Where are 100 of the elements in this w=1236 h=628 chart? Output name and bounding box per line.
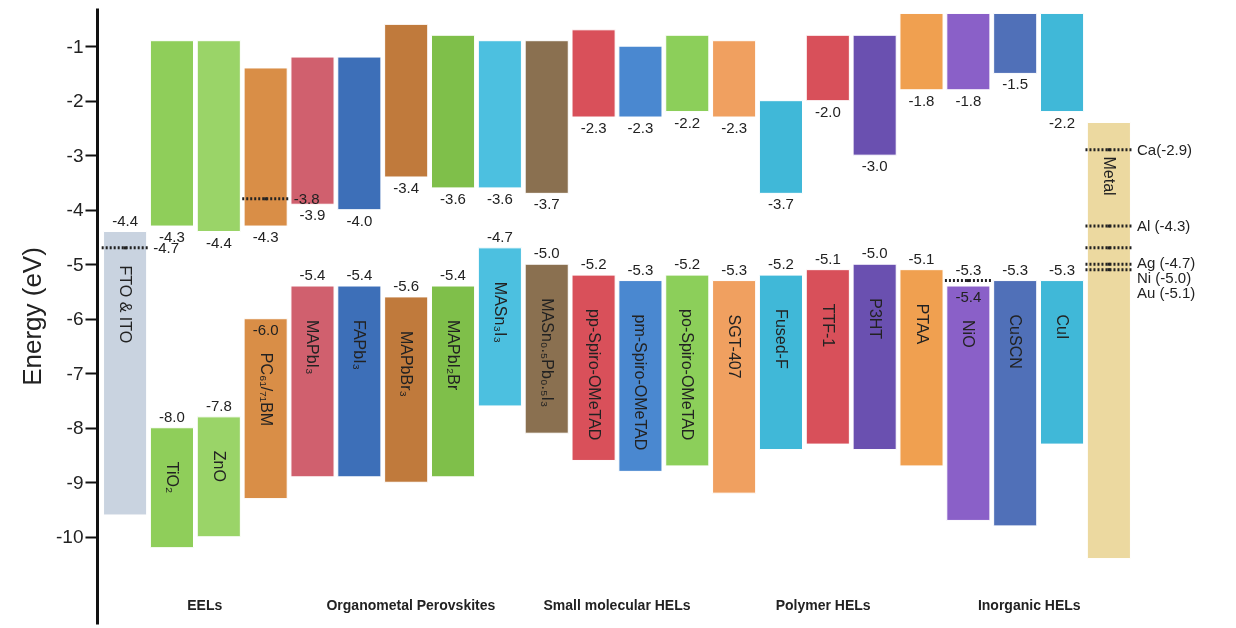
- annotation: -4.4: [205, 233, 232, 251]
- y-axis-title: Energy (eV): [17, 247, 48, 386]
- x-tick-label: MASn₀.₅Pb₀.₅I₃: [538, 298, 556, 408]
- annotation: -2.3: [627, 119, 654, 137]
- annotation: -2.0: [814, 102, 841, 120]
- bar: [571, 274, 616, 461]
- x-tick-label: MAPbI₂Br: [445, 320, 463, 391]
- y-tick-label: -9: [66, 471, 84, 493]
- bar: [243, 67, 288, 227]
- annotation: -6.0: [252, 320, 279, 338]
- x-tick-label: TiO₂: [163, 461, 181, 494]
- x-tick-label: NiO: [960, 320, 978, 348]
- y-tick-label: -7: [66, 362, 84, 384]
- x-tick-label: CuSCN: [1007, 314, 1025, 369]
- bar: [337, 56, 382, 211]
- y-tick-label: -5: [66, 253, 84, 275]
- y-tick-label: -10: [56, 526, 84, 548]
- bar: [1040, 280, 1085, 445]
- x-tick-label: PTAA: [913, 303, 931, 345]
- annotation: -3.8: [293, 189, 320, 207]
- annotation: Small molecular HELs: [543, 597, 691, 613]
- y-tick-label: -2: [66, 90, 84, 112]
- bar: [384, 296, 429, 483]
- y-tick-label: -8: [66, 417, 84, 439]
- bar: [477, 40, 522, 189]
- x-tick-label: FAPbI₃: [351, 320, 369, 371]
- x-tick-label: PC₆₁/₇₁BM: [257, 352, 275, 427]
- bar: [665, 34, 710, 113]
- x-tick-label: FTO & ITO: [117, 265, 135, 344]
- y-tick-label: -3: [66, 144, 84, 166]
- annotation: -5.3: [1049, 260, 1075, 278]
- annotation: -1.5: [1002, 75, 1029, 93]
- bar: [993, 280, 1038, 527]
- y-tick-label: -4: [66, 199, 84, 221]
- bar: [384, 23, 429, 178]
- bar: [946, 285, 991, 521]
- annotation: -1.8: [908, 91, 935, 109]
- annotation: -5.4: [955, 288, 982, 306]
- annotation: -1.8: [955, 91, 982, 109]
- bar: [196, 416, 241, 538]
- bar: [1040, 12, 1085, 113]
- annotation: -4.0: [346, 211, 373, 229]
- annotation: -4.3: [252, 228, 279, 246]
- annotation: -5.0: [533, 244, 560, 262]
- bar: [665, 274, 710, 467]
- x-tick-label: ZnO: [210, 450, 228, 482]
- annotation: -3.0: [861, 157, 888, 175]
- bar: [430, 34, 476, 189]
- bar: [712, 280, 757, 494]
- bar: [852, 34, 897, 156]
- bar: [899, 269, 944, 467]
- bar: [103, 231, 148, 516]
- annotation: -5.3: [721, 260, 748, 278]
- x-tick-label: MAPbI₃: [304, 320, 322, 375]
- annotation: -5.0: [861, 244, 888, 262]
- bar: [571, 29, 616, 118]
- annotation: -5.4: [440, 266, 466, 284]
- x-tick-label: Fused-F: [772, 309, 790, 369]
- bar: [852, 263, 897, 451]
- annotation: -3.6: [486, 189, 513, 207]
- annotation: -8.0: [159, 407, 185, 425]
- x-tick-label: pm-Spiro-OMeTAD: [632, 314, 650, 451]
- annotation: -5.1: [908, 249, 935, 267]
- bar: [524, 40, 569, 194]
- x-tick-label: MASn₃I₃: [491, 281, 509, 343]
- x-tick-label: TTF-1: [819, 303, 837, 348]
- bar: [290, 285, 335, 478]
- x-tick-label: po-Spiro-OMeTAD: [679, 309, 697, 441]
- bar: [805, 34, 850, 102]
- annotation: Polymer HELs: [775, 597, 871, 613]
- x-tick-label: P3HT: [866, 298, 884, 340]
- annotation: -2.2: [674, 113, 701, 131]
- annotation: EELs: [187, 597, 223, 613]
- bar: [243, 318, 288, 500]
- x-tick-label: CuI: [1054, 314, 1072, 340]
- x-tick-label: Metal: [1100, 156, 1118, 196]
- bar: [337, 285, 382, 478]
- bar: [149, 40, 194, 227]
- annotation: -3.9: [299, 206, 326, 224]
- y-tick-label: -1: [66, 35, 84, 57]
- annotation: -5.1: [814, 249, 841, 267]
- annotation: -3.6: [440, 189, 466, 207]
- bar: [196, 40, 241, 232]
- bar: [946, 12, 991, 91]
- bar: [618, 45, 663, 118]
- annotation: -5.6: [393, 276, 420, 294]
- bar: [805, 269, 850, 445]
- annotation: -5.2: [580, 255, 607, 273]
- annotation: -5.4: [299, 266, 326, 284]
- annotation: Organometal Perovskites: [326, 597, 496, 613]
- bar: [1086, 121, 1131, 560]
- bar: [618, 280, 663, 472]
- annotation: -4.4: [112, 211, 139, 229]
- x-tick-label: MAPbBr₃: [398, 330, 416, 398]
- bar: [477, 247, 522, 407]
- annotation: -4.7: [486, 227, 513, 245]
- bar: [758, 100, 804, 194]
- annotation: Ag (-4.7): [1137, 253, 1196, 271]
- bar: [430, 285, 476, 478]
- bar: [149, 427, 194, 549]
